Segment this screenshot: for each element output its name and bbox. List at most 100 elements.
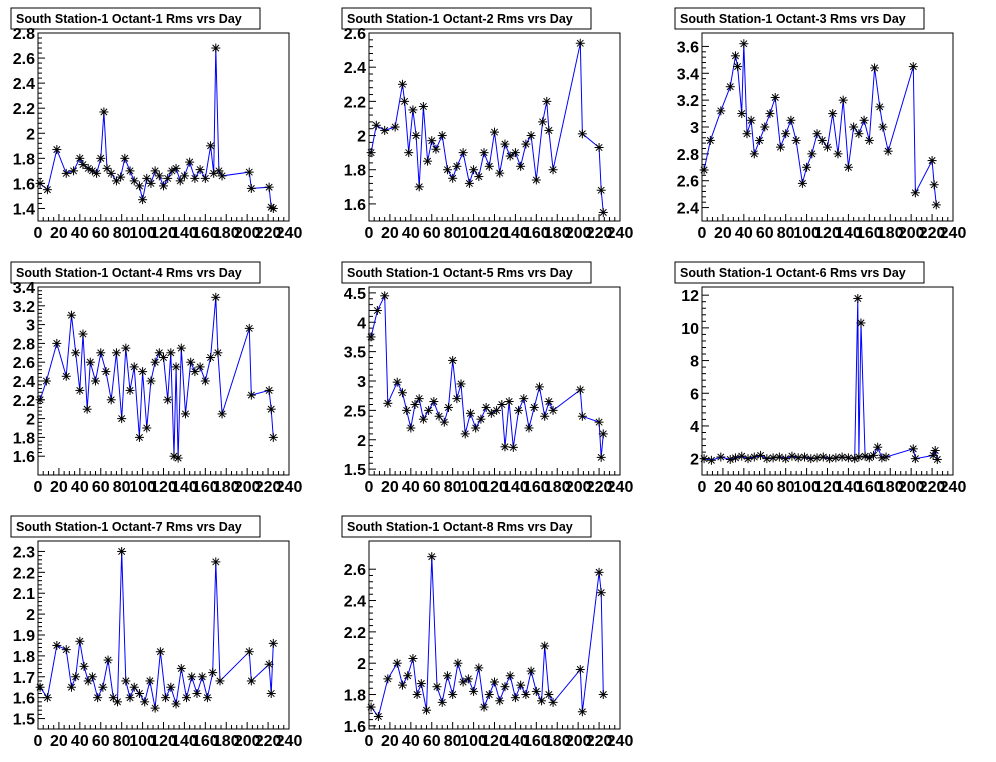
- data-point: [434, 411, 444, 421]
- data-point: [548, 697, 558, 707]
- marker-stroke: [549, 698, 557, 706]
- data-point: [505, 671, 515, 681]
- data-point: [418, 101, 428, 111]
- data-point: [383, 398, 393, 408]
- data-point: [856, 318, 866, 328]
- y-tick-label: 2: [690, 452, 699, 469]
- marker-stroke: [196, 363, 204, 371]
- y-tick-label: 2.6: [13, 51, 35, 68]
- marker-stroke: [844, 163, 852, 171]
- data-point: [705, 135, 715, 145]
- marker-stroke: [419, 415, 427, 423]
- data-point: [508, 442, 518, 452]
- marker-stroke: [126, 694, 134, 702]
- data-point: [594, 567, 604, 577]
- title-box: [674, 7, 925, 30]
- marker-stroke: [490, 128, 499, 136]
- y-tick-label: 1.6: [13, 449, 35, 466]
- y-tick-label: 2: [357, 129, 366, 146]
- marker-stroke: [449, 356, 457, 364]
- marker-stroke: [94, 694, 102, 702]
- chart-panel-2: South Station-1 Octant-2 Rms vrs Day 1.6 1…: [341, 7, 633, 242]
- marker-stroke: [164, 174, 172, 182]
- data-point: [93, 693, 103, 703]
- marker-stroke: [738, 110, 746, 118]
- x-tick-label: 180: [544, 733, 571, 750]
- marker-stroke: [911, 189, 919, 197]
- data-point: [190, 173, 200, 183]
- data-point: [106, 168, 116, 178]
- marker-stroke: [398, 80, 407, 88]
- marker-stroke: [465, 179, 473, 187]
- chart-title: South Station-1 Octant-2 Rms vrs Day: [341, 7, 592, 30]
- data-point: [146, 376, 156, 386]
- x-tick-label: 220: [586, 733, 613, 750]
- marker-stroke: [182, 694, 191, 702]
- marker-stroke: [511, 694, 519, 702]
- data-point: [211, 43, 221, 53]
- marker-stroke: [42, 377, 50, 385]
- data-point: [802, 162, 812, 172]
- y-tick-label: 2.6: [677, 174, 699, 191]
- marker-stroke: [191, 174, 199, 182]
- data-point: [138, 367, 148, 377]
- marker-stroke: [177, 664, 185, 672]
- data-point: [202, 693, 212, 703]
- x-tick-label: 220: [919, 225, 946, 242]
- marker-stroke: [599, 208, 607, 216]
- title-text: South Station-1 Octant-1 Rms vrs Day: [16, 12, 242, 26]
- marker-stroke: [541, 642, 549, 650]
- data-point: [111, 348, 121, 358]
- marker-stroke: [466, 409, 474, 417]
- data-point: [823, 142, 832, 152]
- data-point: [770, 92, 780, 102]
- x-tick-label: 180: [213, 479, 240, 496]
- data-point: [596, 452, 606, 462]
- marker-stroke: [498, 400, 506, 409]
- data-point: [474, 663, 484, 673]
- x-tick-label: 220: [255, 225, 282, 242]
- data-point: [373, 711, 383, 721]
- marker-stroke: [384, 399, 392, 407]
- data-point: [544, 125, 554, 135]
- data-point: [812, 453, 822, 463]
- marker-stroke: [91, 377, 100, 385]
- data-point: [206, 141, 216, 151]
- data-point: [82, 404, 92, 414]
- marker-stroke: [457, 380, 465, 388]
- data-point: [121, 676, 131, 686]
- chart-panel-8: South Station-1 Octant-8 Rms vrs Day 1.6 1…: [341, 515, 633, 750]
- marker-stroke: [871, 64, 879, 72]
- data-point: [742, 129, 752, 139]
- data-point: [730, 51, 740, 61]
- marker-stroke: [109, 694, 117, 702]
- marker-stroke: [99, 683, 107, 691]
- data-point: [182, 693, 192, 703]
- marker-stroke: [532, 176, 540, 184]
- data-point: [514, 405, 524, 415]
- x-tick-label: 80: [444, 479, 462, 496]
- data-point: [197, 672, 207, 682]
- y-tick-label: 1.8: [13, 649, 35, 666]
- series-line: [39, 297, 274, 459]
- title-box: [10, 515, 261, 538]
- data-point: [500, 139, 510, 149]
- marker-stroke: [485, 162, 493, 170]
- data-point: [774, 452, 784, 462]
- marker-stroke: [506, 672, 514, 680]
- data-point: [854, 129, 864, 139]
- marker-stroke: [180, 172, 188, 180]
- marker-stroke: [775, 453, 783, 461]
- data-point: [762, 454, 772, 464]
- data-point: [392, 377, 402, 387]
- plot-frame: [368, 286, 621, 476]
- data-point: [117, 414, 127, 424]
- marker-stroke: [595, 568, 603, 576]
- data-point: [746, 115, 756, 125]
- data-point: [544, 690, 554, 700]
- data-point: [246, 390, 256, 400]
- x-tick-label: 20: [714, 479, 732, 496]
- x-tick-label: 100: [460, 225, 487, 242]
- marker-stroke: [121, 154, 129, 162]
- x-tick-label: 140: [502, 225, 529, 242]
